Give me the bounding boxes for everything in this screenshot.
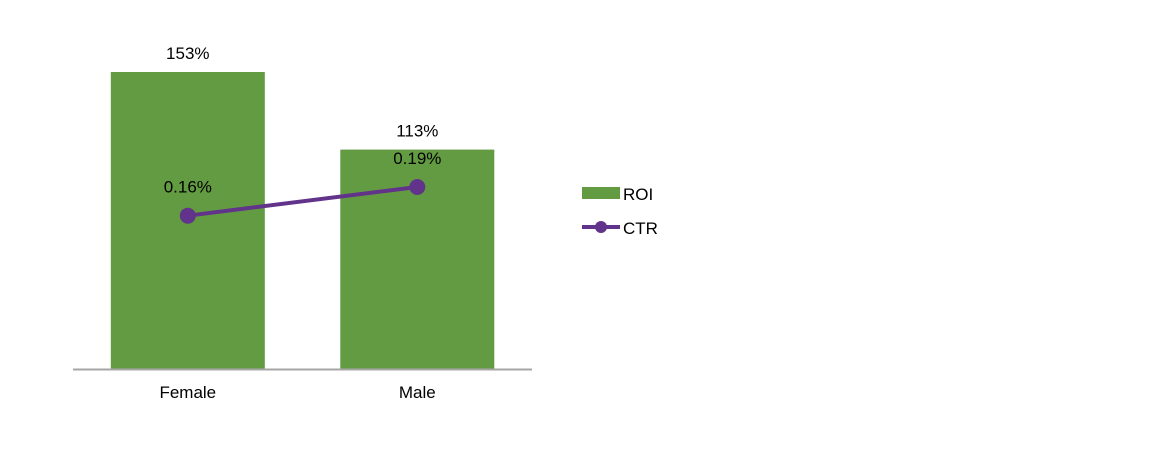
labels-layer: 153% 113% 0.16% 0.19% (164, 44, 442, 197)
ctr-point-female (179, 207, 196, 224)
ctr-point-male (409, 179, 426, 195)
line-layer (179, 179, 426, 224)
ctr-data-label: 0.19% (393, 149, 441, 168)
legend-roi-label: ROI (623, 185, 653, 204)
legend-roi-swatch (582, 187, 620, 199)
legend-ctr-label: CTR (623, 219, 658, 238)
ctr-series-line (185, 185, 420, 218)
legend-ctr-marker (595, 221, 607, 233)
legend: ROI CTR (582, 185, 658, 238)
x-tick-label: Female (159, 383, 216, 402)
roi-data-label: 113% (396, 122, 438, 141)
roi-data-label: 153% (166, 44, 209, 63)
bars-layer (110, 72, 495, 369)
ctr-data-label: 0.16% (164, 178, 212, 197)
x-tick-label: Male (399, 383, 436, 402)
axis-layer: Female Male (73, 368, 532, 402)
